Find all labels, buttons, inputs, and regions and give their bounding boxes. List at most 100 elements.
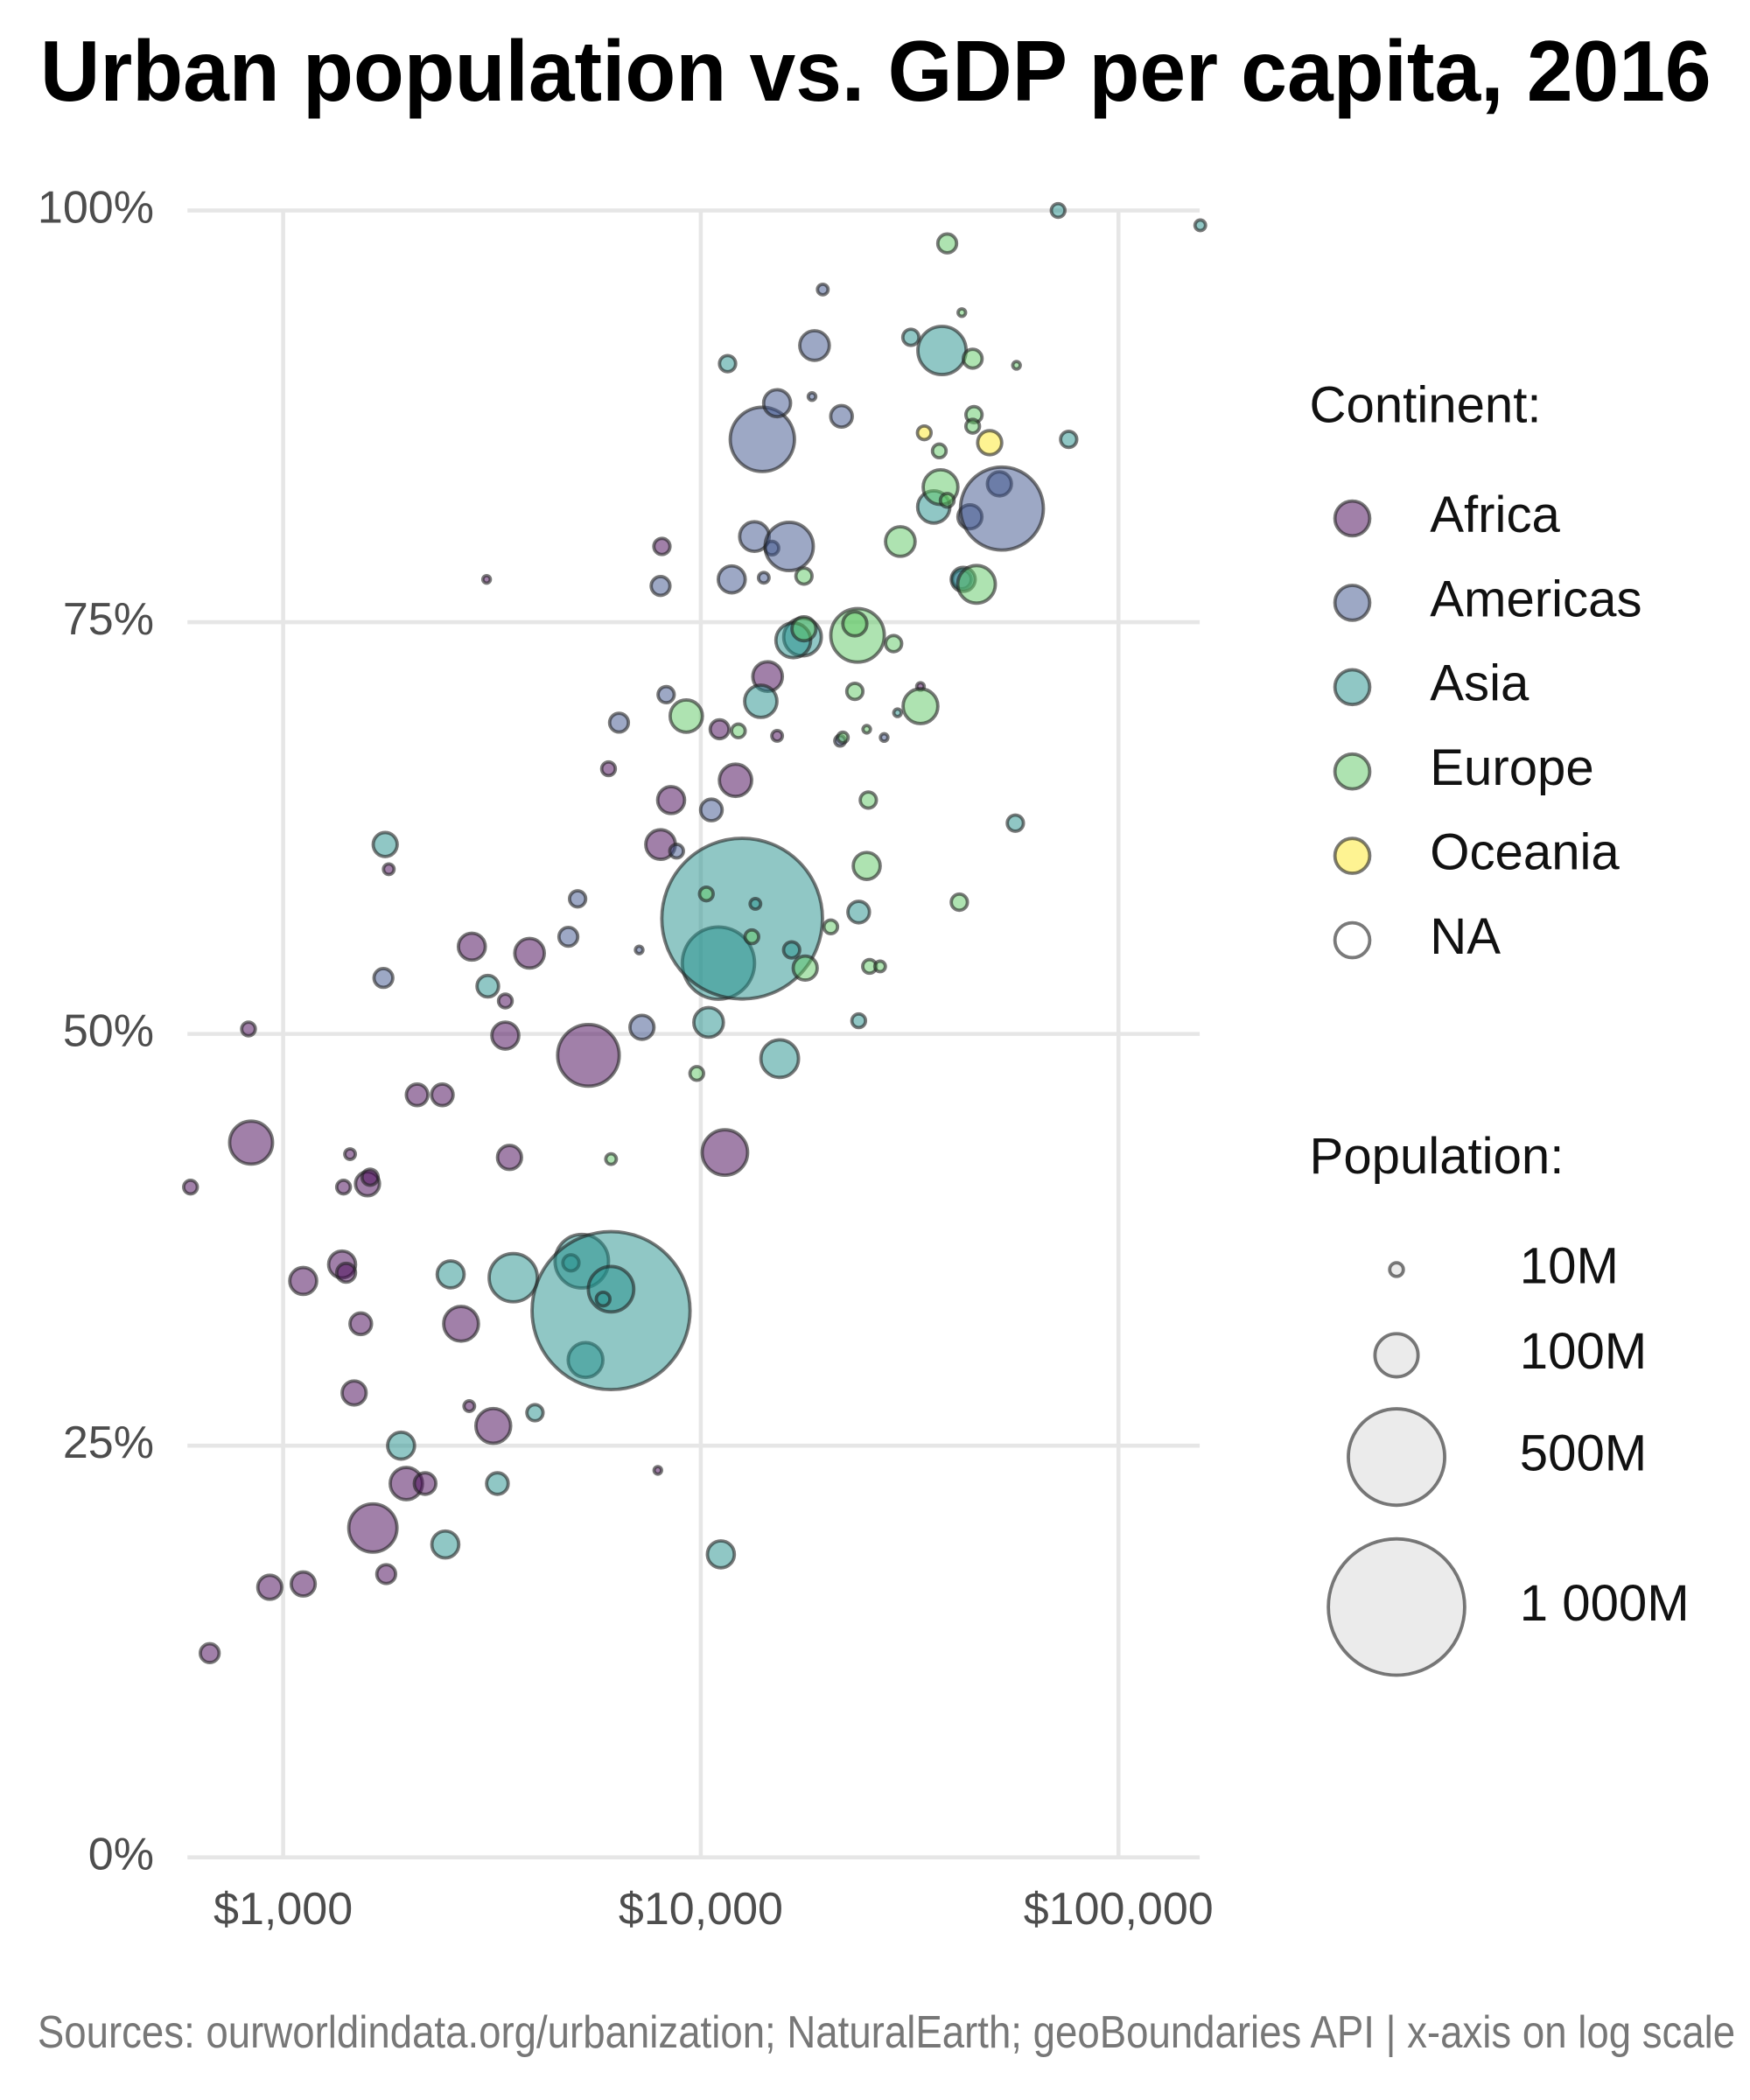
bubble: [668, 698, 704, 734]
bubble: [798, 329, 831, 362]
size-legend-label: 10M: [1520, 1237, 1619, 1294]
bubble: [346, 1502, 399, 1554]
bubble: [475, 973, 500, 999]
bubble: [851, 850, 882, 881]
bubble: [556, 1023, 621, 1088]
bubble: [652, 536, 672, 556]
bubble: [961, 347, 984, 370]
bubble: [182, 1178, 200, 1196]
bubble: [430, 1529, 461, 1560]
bubble: [850, 1012, 868, 1030]
bubble: [1049, 201, 1067, 220]
y-tick-label: 50%: [63, 1005, 154, 1056]
bubble: [1193, 218, 1208, 233]
bubble: [256, 1573, 284, 1601]
bubble: [668, 843, 685, 860]
bubble: [374, 1563, 398, 1586]
bubble: [1011, 360, 1022, 371]
y-tick-label: 75%: [63, 594, 154, 645]
x-tick-label: $10,000: [619, 1884, 783, 1935]
bubble: [199, 1642, 221, 1664]
bubble: [567, 889, 588, 909]
bubble: [456, 931, 487, 962]
bubble: [1059, 430, 1079, 450]
bubble: [705, 1539, 737, 1570]
legend-label: Europe: [1430, 739, 1593, 796]
legend-marker: [1333, 752, 1372, 791]
bubble: [700, 1128, 750, 1178]
bubble: [844, 682, 865, 702]
bubble: [976, 429, 1004, 457]
legend-label: Americas: [1430, 570, 1642, 627]
bubble: [372, 966, 395, 990]
bubble: [770, 729, 785, 743]
bubble: [956, 564, 998, 606]
bubble: [761, 388, 793, 419]
bubble: [652, 1465, 663, 1476]
bubble: [743, 928, 760, 946]
bubble: [716, 564, 747, 595]
bubble: [816, 282, 830, 297]
bubble: [607, 711, 631, 734]
bubble: [697, 885, 715, 903]
bubble: [404, 1082, 430, 1108]
size-legend-marker: [1388, 1261, 1405, 1278]
bubble: [841, 610, 869, 638]
bubble: [861, 724, 872, 735]
bubble: [763, 521, 816, 572]
bubble: [487, 1251, 540, 1304]
bubble: [872, 959, 887, 974]
bubble: [604, 1152, 619, 1166]
bubble: [594, 1290, 612, 1308]
legend-title: Continent:: [1310, 376, 1542, 433]
bubble: [462, 1399, 477, 1413]
legend-label: Oceania: [1430, 823, 1620, 880]
size-legend-label: 100M: [1520, 1323, 1647, 1380]
bubble: [1005, 813, 1026, 833]
bubble: [513, 936, 547, 970]
bubble: [878, 732, 890, 744]
bubble: [628, 1013, 656, 1041]
size-legend-marker: [1373, 1332, 1420, 1379]
legend-marker: [1333, 920, 1372, 960]
bubble: [759, 1038, 801, 1080]
bubble: [473, 1406, 513, 1446]
x-tick-label: $1,000: [214, 1884, 353, 1935]
bubble: [525, 1403, 545, 1423]
bubble: [435, 1259, 466, 1290]
legend-marker: [1333, 584, 1372, 622]
bubble: [743, 683, 779, 719]
bubble: [692, 1005, 725, 1040]
bubble: [900, 327, 921, 347]
bubble: [829, 403, 854, 430]
bubble: [599, 760, 618, 778]
bubble: [806, 391, 818, 402]
bubble: [718, 762, 753, 799]
bubble: [698, 797, 724, 822]
bubble: [371, 830, 399, 858]
bubble: [586, 1264, 636, 1314]
bubble: [756, 570, 771, 585]
chart-title: Urban population vs. GDP per capita, 201…: [40, 23, 1712, 119]
bubble: [360, 1167, 381, 1187]
bubble: [688, 1065, 706, 1082]
bubble: [334, 1178, 353, 1196]
bubble: [660, 836, 824, 1001]
bubble: [480, 573, 493, 585]
bubble: [958, 465, 1046, 552]
bubble: [334, 1261, 358, 1284]
bubble: [901, 687, 940, 725]
bubble: [289, 1570, 318, 1598]
bubble: [649, 575, 672, 598]
caption: Sources: ourworldindata.org/urbanization…: [38, 2007, 1735, 2058]
bubble: [495, 1144, 523, 1172]
bubble: [718, 354, 738, 374]
bubble: [858, 790, 878, 810]
size-legend-marker: [1326, 1536, 1466, 1677]
bubble: [935, 232, 959, 255]
legend-label: Asia: [1430, 655, 1530, 712]
legend-label: NA: [1430, 908, 1501, 965]
bubble: [348, 1311, 374, 1337]
